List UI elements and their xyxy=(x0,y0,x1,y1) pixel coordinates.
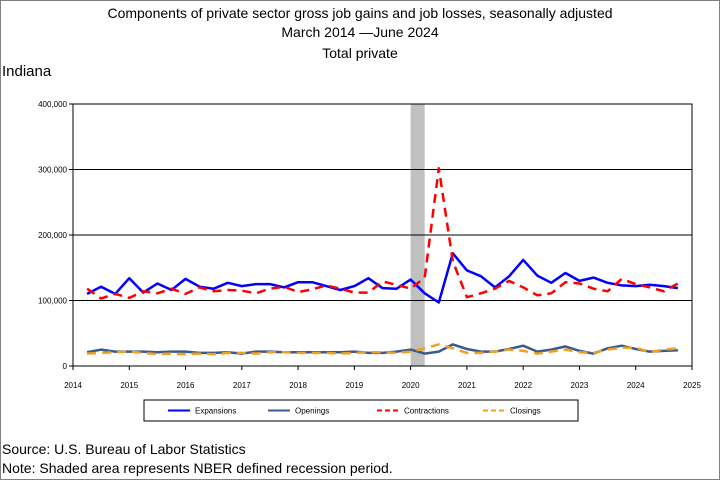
series-line-closings xyxy=(87,343,679,356)
x-tick-label: 2017 xyxy=(233,381,251,390)
x-tick-label: 2024 xyxy=(627,381,645,390)
y-tick-label: 400,000 xyxy=(38,100,67,109)
series-line-openings xyxy=(86,343,678,355)
x-tick-label: 2020 xyxy=(402,381,420,390)
legend-label-contractions: Contractions xyxy=(404,407,449,416)
x-tick-label: 2025 xyxy=(683,381,701,390)
chart-subtitle: Total private xyxy=(322,45,398,61)
region-label: Indiana xyxy=(2,63,52,80)
x-tick-label: 2015 xyxy=(120,381,138,390)
x-tick-label: 2021 xyxy=(458,381,476,390)
legend-box xyxy=(143,399,579,422)
y-tick-label: 100,000 xyxy=(38,297,67,306)
y-tick-label: 300,000 xyxy=(38,166,67,175)
x-tick-label: 2016 xyxy=(177,381,195,390)
x-tick-label: 2018 xyxy=(289,381,307,390)
x-tick-label: 2019 xyxy=(345,381,363,390)
series-line-expansions xyxy=(86,252,679,304)
plot-area xyxy=(72,103,693,367)
recession-note: Note: Shaded area represents NBER define… xyxy=(2,460,393,476)
chart-title: Components of private sector gross job g… xyxy=(107,5,613,21)
chart-date-range: March 2014 —June 2024 xyxy=(281,24,439,40)
y-tick-label: 0 xyxy=(63,362,68,371)
x-tick-label: 2022 xyxy=(514,381,532,390)
y-tick-label: 200,000 xyxy=(38,231,67,240)
source-note: Source: U.S. Bureau of Labor Statistics xyxy=(2,441,246,457)
x-tick-label: 2014 xyxy=(64,381,82,390)
legend-label-openings: Openings xyxy=(295,407,329,416)
legend-label-closings: Closings xyxy=(510,407,541,416)
x-tick-label: 2023 xyxy=(571,381,589,390)
legend-label-expansions: Expansions xyxy=(195,407,236,416)
series-line-contractions xyxy=(86,166,679,300)
